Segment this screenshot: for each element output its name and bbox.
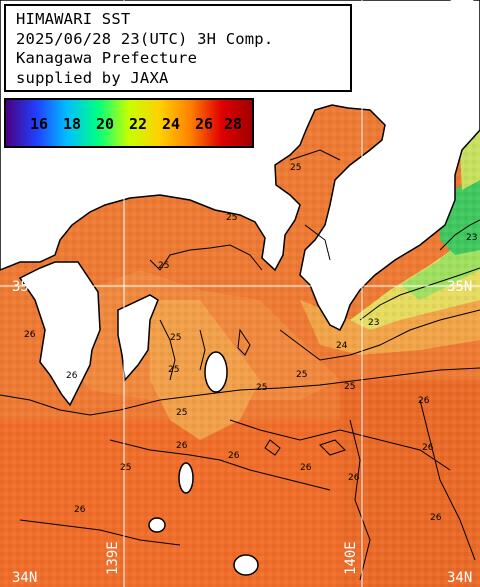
contour-label: 25	[120, 463, 131, 473]
contour-label: 24	[336, 341, 348, 351]
info-box: HIMAWARI SST 2025/06/28 23(UTC) 3H Comp.…	[4, 4, 352, 92]
contour-label: 26	[348, 473, 360, 483]
contour-label: 26	[430, 513, 442, 523]
contour-label: 25	[296, 370, 307, 380]
color-scale-label: 22	[128, 115, 148, 133]
lon-label-139e: 139E	[105, 541, 121, 575]
land-miura	[18, 261, 101, 407]
contour-lines	[0, 149, 480, 581]
contour-label: 25	[344, 382, 355, 392]
contour-label: 25	[170, 333, 181, 343]
contour-label: 26	[176, 441, 188, 451]
contour-label: 26	[66, 371, 78, 381]
lat-label-34n-east: 34N	[447, 570, 472, 586]
contour-labels: 25 25 25 25 25 25 25 26 26 26 26 26 26 2…	[24, 163, 477, 523]
region-name: Kanagawa Prefecture	[16, 49, 198, 67]
contour-label: 23	[368, 318, 379, 328]
data-source: supplied by JAXA	[16, 68, 169, 87]
land-boso	[117, 294, 159, 382]
island-3	[148, 517, 166, 533]
contour-label: 25	[290, 163, 301, 173]
contour-label: 25	[226, 213, 237, 223]
island-4	[233, 554, 259, 576]
island-1	[204, 351, 228, 393]
lat-label-35n-west: 35N	[12, 279, 37, 295]
color-scale-label: 26	[194, 115, 214, 133]
color-scale-label: 28	[223, 115, 243, 133]
contour-label: 25	[158, 261, 169, 271]
color-scale-label: 16	[29, 115, 49, 133]
contour-label: 26	[228, 451, 240, 461]
lat-label-34n-west: 34N	[12, 570, 37, 586]
contour-label: 26	[24, 330, 36, 340]
contour-label: 26	[422, 443, 434, 453]
contour-label: 25	[176, 408, 187, 418]
contour-label: 23	[466, 233, 477, 243]
color-scale-label: 18	[62, 115, 82, 133]
color-scale-label: 24	[161, 115, 181, 133]
color-scale-labels: 16 18 20 22 24 26 28	[6, 100, 252, 146]
contour-label: 26	[418, 396, 430, 406]
color-scale-bar: 16 18 20 22 24 26 28	[4, 98, 254, 148]
color-scale-label: 20	[95, 115, 115, 133]
island-top-right	[446, 0, 478, 14]
contour-label: 26	[74, 505, 86, 515]
observation-time: 2025/06/28 23(UTC) 3H Comp.	[16, 29, 274, 48]
island-2	[178, 462, 194, 494]
contour-label: 25	[168, 365, 179, 375]
contour-label: 25	[256, 383, 267, 393]
lon-label-140e: 140E	[343, 541, 359, 575]
satellite-title: HIMAWARI SST	[16, 10, 131, 28]
lat-label-35n-east: 35N	[447, 279, 472, 295]
contour-label: 26	[300, 463, 312, 473]
